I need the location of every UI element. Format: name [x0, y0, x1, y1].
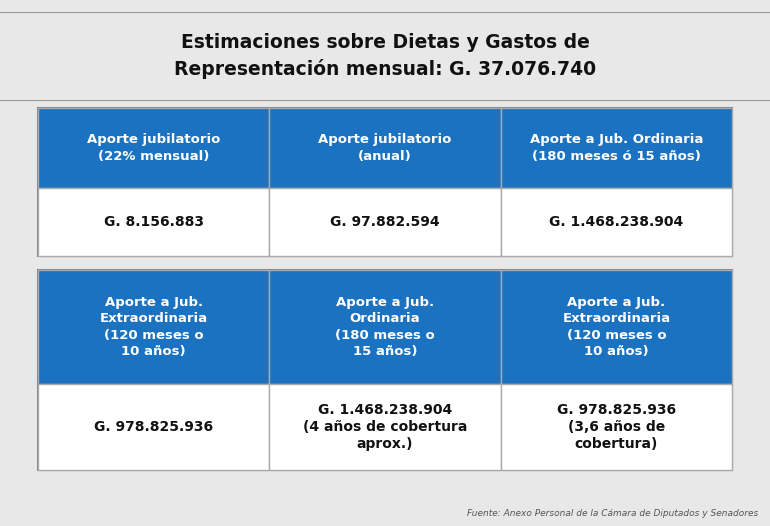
Bar	[270, 188, 500, 256]
Text: Aporte a Jub.
Extraordinaria
(120 meses o
10 años): Aporte a Jub. Extraordinaria (120 meses …	[99, 296, 208, 358]
Bar	[270, 108, 500, 188]
Bar	[38, 108, 732, 256]
Text: Aporte a Jub. Ordinaria
(180 meses ó 15 años): Aporte a Jub. Ordinaria (180 meses ó 15 …	[530, 133, 703, 163]
Text: Estimaciones sobre Dietas y Gastos de
Representación mensual: G. 37.076.740: Estimaciones sobre Dietas y Gastos de Re…	[174, 33, 596, 79]
Text: G. 8.156.883: G. 8.156.883	[104, 215, 204, 229]
Bar	[38, 270, 732, 470]
Text: G. 978.825.936
(3,6 años de
cobertura): G. 978.825.936 (3,6 años de cobertura)	[557, 403, 676, 451]
Text: G. 1.468.238.904
(4 años de cobertura
aprox.): G. 1.468.238.904 (4 años de cobertura ap…	[303, 403, 467, 451]
Bar	[270, 270, 500, 384]
Text: Aporte jubilatorio
(anual): Aporte jubilatorio (anual)	[318, 133, 452, 163]
Bar	[38, 384, 270, 470]
Bar	[500, 270, 732, 384]
Bar	[500, 188, 732, 256]
Bar	[38, 270, 270, 384]
Text: G. 1.468.238.904: G. 1.468.238.904	[549, 215, 684, 229]
Text: Aporte a Jub.
Ordinaria
(180 meses o
15 años): Aporte a Jub. Ordinaria (180 meses o 15 …	[335, 296, 435, 358]
Bar	[270, 384, 500, 470]
Text: Aporte jubilatorio
(22% mensual): Aporte jubilatorio (22% mensual)	[87, 133, 220, 163]
Text: G. 978.825.936: G. 978.825.936	[94, 420, 213, 434]
Text: Aporte a Jub.
Extraordinaria
(120 meses o
10 años): Aporte a Jub. Extraordinaria (120 meses …	[562, 296, 671, 358]
Text: G. 97.882.594: G. 97.882.594	[330, 215, 440, 229]
Bar	[38, 108, 270, 188]
Text: Fuente: Anexo Personal de la Cámara de Diputados y Senadores: Fuente: Anexo Personal de la Cámara de D…	[467, 509, 758, 518]
Bar	[500, 384, 732, 470]
Bar	[38, 188, 270, 256]
Bar	[500, 108, 732, 188]
